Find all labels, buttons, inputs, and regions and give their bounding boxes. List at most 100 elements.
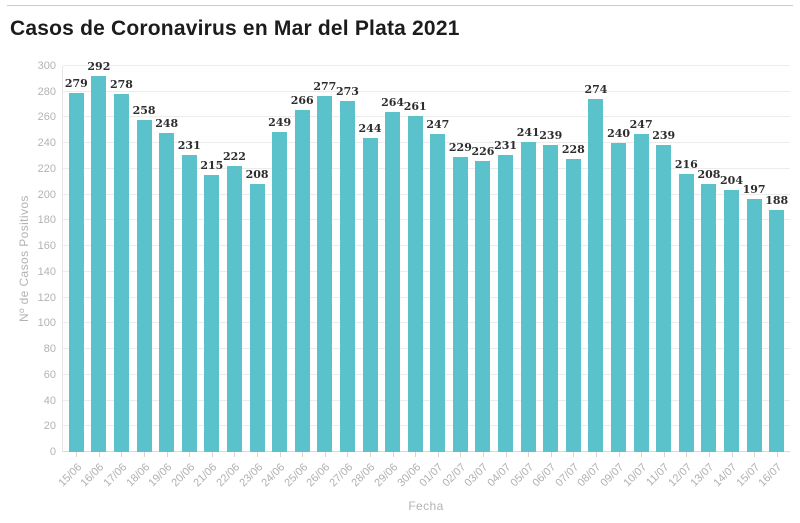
bar [249,184,265,452]
x-axis-label: 27/06 [327,461,356,490]
bar-value-label: 244 [358,122,382,136]
x-axis-tick [392,452,394,457]
bar-value-label: 208 [697,168,721,182]
gridline [63,65,790,66]
y-tick-label: 280 [37,85,56,98]
gridline [63,142,790,144]
y-tick-label: 20 [43,420,56,433]
x-axis-label: 19/06 [146,461,175,490]
x-axis-label: 13/07 [688,461,717,490]
bar-value-label: 231 [494,138,518,152]
chart-title: Casos de Coronavirus en Mar del Plata 20… [10,17,460,40]
bar-value-label: 261 [403,100,427,114]
bar [588,99,604,452]
x-axis-label: 15/06 [56,461,85,490]
x-axis-label: 23/06 [236,461,265,490]
bar [520,141,536,452]
bar-series: 279 15/06 292 16/06 278 17/06 258 18/06 248 19/06… [56,61,790,490]
bar [68,93,84,452]
x-axis-tick [528,452,530,457]
bar-value-label: 231 [177,138,201,152]
bar-value-label: 215 [200,159,224,173]
x-axis-label: 01/07 [417,461,446,490]
bar-slot: 231 20/06 [169,66,201,489]
bar-slot: 247 01/07 [418,66,450,489]
bar-value-label: 239 [652,128,676,142]
bar [317,95,333,452]
plot-area: 279 15/06 292 16/06 278 17/06 258 18/06 248 19/06… [56,61,790,490]
x-axis-tick [415,452,417,457]
x-axis-label: 06/07 [530,461,559,490]
y-tick-label: 180 [37,214,56,227]
x-axis-label: 05/07 [507,461,536,490]
y-tick-label: 40 [43,394,56,407]
bar [769,210,785,452]
x-axis-title: Fecha [408,499,444,513]
x-axis-label: 11/07 [644,461,672,489]
x-axis-tick [505,452,507,457]
y-tick-label: 100 [37,317,56,330]
gridline [63,193,790,195]
bar-value-label: 241 [516,125,540,139]
bar-value-label: 247 [426,118,450,132]
bar [204,175,220,452]
x-axis-tick [347,452,349,457]
bar-slot: 249 24/06 [259,66,292,490]
x-axis-label: 30/06 [395,461,423,490]
x-axis-tick [144,452,146,457]
x-axis-label: 09/07 [598,461,627,490]
bar-slot: 248 19/06 [146,66,178,489]
bar [385,112,401,452]
bar-slot: 261 30/06 [395,66,427,489]
bar-value-label: 273 [335,84,359,98]
bar-value-label: 274 [584,83,608,97]
bar [159,132,175,452]
x-axis-label: 24/06 [259,461,288,490]
x-axis-tick [550,452,552,457]
gridline [63,90,790,92]
bar-value-label: 258 [132,104,156,118]
bar-slot: 222 22/06 [214,66,246,489]
x-axis-tick [98,452,100,457]
y-tick-label: 120 [37,291,56,304]
x-axis-tick [257,452,259,457]
bar-value-label: 240 [607,127,631,141]
x-axis-tick [437,452,439,457]
bar-value-label: 229 [448,141,472,155]
x-axis-tick [573,452,575,457]
bar [407,116,423,452]
x-axis-tick [324,452,326,457]
x-axis-label: 29/06 [372,461,401,490]
bar-slot: 208 23/06 [237,66,269,489]
x-axis-label: 20/06 [169,461,198,490]
x-axis-tick [279,452,281,457]
bar-value-label: 204 [720,173,743,187]
x-axis-label: 17/06 [101,461,130,490]
x-axis-label: 18/06 [123,461,152,490]
bar [724,189,740,452]
gridline [63,451,790,452]
x-axis-label: 16/07 [756,461,785,490]
x-axis-label: 04/07 [485,461,514,490]
x-axis-label: 12/07 [666,461,695,490]
bar-value-label: 249 [268,115,292,129]
x-axis-label: 10/07 [620,461,649,490]
gridline [63,425,790,427]
bar-value-label: 216 [674,158,698,172]
x-axis-label: 14/07 [711,461,740,490]
bar-slot: 292 16/06 [79,61,111,489]
bar [543,144,559,452]
bar [656,144,672,452]
bar [430,134,446,452]
y-tick-label: 160 [37,240,56,253]
gridline [63,116,790,118]
bar-value-label: 197 [742,182,766,196]
bar [565,158,581,452]
x-axis-tick [663,452,665,457]
x-axis-label: 16/06 [78,461,107,490]
x-axis-tick [686,452,688,457]
bar-slot: 228 07/07 [553,66,585,490]
bar-slot: 204 14/07 [711,66,743,490]
bar-slot: 244 28/06 [350,66,382,489]
y-tick-label: 60 [43,368,56,381]
